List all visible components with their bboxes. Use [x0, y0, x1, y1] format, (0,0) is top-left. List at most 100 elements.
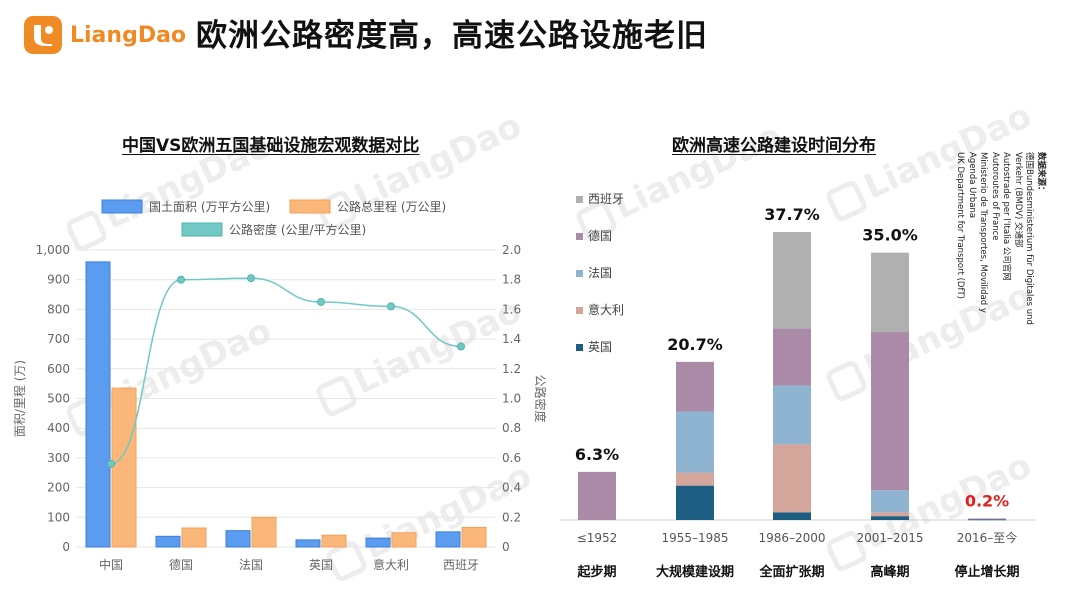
- stack-segment: [773, 385, 811, 445]
- legend-label: 法国: [588, 266, 612, 280]
- legend-swatch: [576, 233, 583, 240]
- legend-swatch: [576, 270, 583, 277]
- stack-segment: [676, 411, 714, 473]
- stack-segment: [871, 512, 909, 517]
- brand-logo: LiangDao: [24, 16, 186, 54]
- legend-label: 公路密度 (公里/平方公里): [229, 222, 366, 237]
- legend-label: 国土面积 (万平方公里): [149, 199, 270, 214]
- density-point: [177, 275, 185, 284]
- x-tick-label: 法国: [239, 558, 263, 572]
- source-heading: 数据来源：: [1036, 152, 1046, 195]
- source-line: Autoroutes of France: [990, 152, 1000, 241]
- x-tick-label: 西班牙: [443, 558, 479, 572]
- y-tick-label: 300: [47, 451, 70, 465]
- y-tick-label: 900: [47, 273, 70, 287]
- total-label: 20.7%: [667, 335, 723, 354]
- source-line: Agenda Urbana: [967, 152, 977, 219]
- y-tick-label: 400: [47, 421, 70, 435]
- y2-tick-label: 0.2: [502, 510, 521, 524]
- road-bar: [111, 387, 137, 548]
- y-tick-label: 800: [47, 302, 70, 316]
- y-tick-label: 700: [47, 332, 70, 346]
- y-tick-label: 100: [47, 510, 70, 524]
- y2-tick-label: 0: [502, 540, 510, 554]
- legend-swatch: [101, 199, 143, 214]
- x-tick-label: 德国: [169, 557, 193, 572]
- y2-tick-label: 0.6: [502, 451, 521, 465]
- density-line: [110, 277, 462, 465]
- x-tick-label: 2001–2015: [856, 531, 923, 545]
- y-axis-title: 面积/里程 (万): [12, 360, 27, 437]
- y2-tick-label: 0.4: [502, 481, 521, 495]
- y-tick-label: 200: [47, 481, 70, 495]
- y2-tick-label: 1.0: [502, 392, 521, 406]
- area-bar: [155, 535, 181, 548]
- x-tick-label: 英国: [309, 558, 333, 572]
- logo-mark-icon: [24, 16, 62, 54]
- area-bar: [225, 530, 251, 548]
- stack-segment: [871, 490, 909, 513]
- stack-segment: [676, 485, 714, 520]
- y-tick-label: 500: [47, 392, 70, 406]
- y2-axis-title: 公路密度: [533, 374, 548, 422]
- area-bar: [365, 537, 391, 548]
- legend-swatch: [181, 222, 223, 237]
- left-chart-title: 中国VS欧洲五国基础设施宏观数据对比: [122, 136, 420, 156]
- stack-segment: [773, 444, 811, 513]
- x-tick-label: 2016–至今: [957, 530, 1018, 545]
- density-point: [387, 302, 395, 311]
- y2-tick-label: 1.8: [502, 273, 521, 287]
- y2-tick-label: 1.2: [502, 362, 521, 376]
- legend-swatch: [576, 344, 583, 351]
- density-point: [317, 297, 325, 306]
- stack-segment: [968, 519, 1006, 521]
- stack-segment: [871, 252, 909, 333]
- total-label: 37.7%: [764, 205, 820, 224]
- density-point: [247, 274, 255, 283]
- y2-tick-label: 2.0: [502, 243, 521, 257]
- total-label: 6.3%: [575, 445, 619, 464]
- source-line: 德国Bundesministerium für Digitales und: [1024, 152, 1035, 325]
- source-line: Autostrade per l'Italia 公司官网: [1001, 152, 1012, 281]
- total-label: 35.0%: [862, 226, 918, 245]
- source-line: Verkehr (BMDV) 交通部: [1013, 152, 1023, 248]
- x-tick-label: ≤1952: [577, 531, 618, 545]
- area-bar: [295, 539, 321, 548]
- legend-swatch: [576, 307, 583, 314]
- y-tick-label: 600: [47, 362, 70, 376]
- y-tick-label: 0: [62, 540, 70, 554]
- road-bar: [181, 527, 207, 548]
- density-point: [457, 342, 465, 351]
- legend-label: 意大利: [588, 302, 624, 317]
- density-point: [107, 459, 115, 468]
- road-bar: [391, 532, 417, 548]
- brand-name: LiangDao: [70, 22, 187, 48]
- source-line: UK Department for Transport (DfT): [955, 152, 966, 299]
- legend-label: 公路总里程 (万公里): [337, 199, 446, 214]
- phase-label: 高峰期: [870, 564, 909, 580]
- road-bar: [321, 534, 347, 548]
- legend-swatch: [576, 196, 583, 203]
- phase-label: 停止增长期: [954, 564, 1019, 580]
- stack-segment: [871, 332, 909, 491]
- stack-segment: [968, 518, 1006, 520]
- stack-segment: [773, 232, 811, 329]
- phase-label: 起步期: [576, 564, 616, 580]
- right-chart-title: 欧洲高速公路建设时间分布: [672, 136, 876, 156]
- phase-label: 大规模建设期: [656, 564, 734, 580]
- legend-label: 英国: [588, 340, 612, 354]
- stack-segment: [676, 472, 714, 486]
- y2-tick-label: 1.6: [502, 302, 521, 316]
- comparison-chart: 国土面积 (万平方公里) 公路总里程 (万公里) 公路密度 (公里/平方公里) 0 0 1…: [12, 199, 548, 572]
- phase-label: 全面扩张期: [758, 564, 824, 580]
- page-title: 欧洲公路密度高，高速公路设施老旧: [196, 18, 708, 54]
- x-tick-label: 1955–1985: [661, 531, 728, 545]
- y2-tick-label: 0.8: [502, 421, 521, 435]
- stack-segment: [871, 516, 909, 520]
- legend-label: 德国: [588, 228, 612, 243]
- source-line: Ministerio de Transportes, Movilidad y: [978, 152, 989, 313]
- x-tick-label: 意大利: [373, 557, 409, 572]
- y2-tick-label: 1.4: [502, 332, 521, 346]
- x-tick-label: 中国: [99, 557, 123, 572]
